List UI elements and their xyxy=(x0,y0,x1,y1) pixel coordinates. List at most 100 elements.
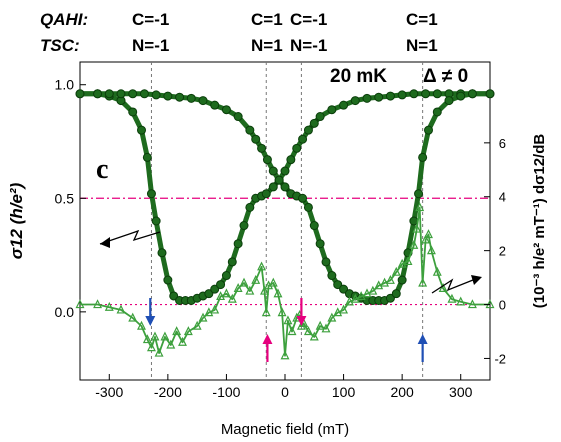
data-point xyxy=(137,125,146,135)
field-arrow-head xyxy=(262,334,273,344)
x-tick-label: 0 xyxy=(281,384,289,400)
plot-frame xyxy=(79,61,491,381)
data-point xyxy=(374,280,384,290)
data-point xyxy=(104,89,114,99)
left-tick-label: 1.0 xyxy=(55,77,75,93)
data-point xyxy=(303,202,313,212)
data-point xyxy=(116,89,126,99)
data-point xyxy=(414,189,424,199)
data-point xyxy=(456,296,466,306)
data-point xyxy=(210,100,220,110)
field-arrow-head xyxy=(145,316,156,326)
data-point xyxy=(432,266,442,276)
data-point xyxy=(210,284,220,294)
data-point xyxy=(444,96,454,106)
data-point xyxy=(166,339,176,349)
data-point xyxy=(251,134,261,144)
data-point xyxy=(426,245,436,255)
data-point xyxy=(146,342,156,352)
data-point xyxy=(221,288,231,298)
data-point xyxy=(154,347,164,357)
data-point xyxy=(262,155,272,165)
x-axis-label: Magnetic field (mT) xyxy=(221,421,349,438)
left-axis-label: σ12 (h/e²) xyxy=(7,182,26,259)
header-qahi-entry-3: C=-1 xyxy=(290,10,327,29)
data-point xyxy=(321,323,331,333)
data-point xyxy=(261,307,271,317)
right-tick-label: 4 xyxy=(499,190,506,205)
data-point xyxy=(280,166,290,176)
data-point xyxy=(150,331,160,341)
header-tsc-entry-3: N=-1 xyxy=(290,36,327,55)
data-point xyxy=(424,125,433,135)
data-point xyxy=(397,90,407,100)
data-point xyxy=(257,261,267,271)
x-tick-label: -100 xyxy=(212,384,240,400)
x-tick-label: 300 xyxy=(449,384,473,400)
data-point xyxy=(327,105,337,115)
data-point xyxy=(221,271,231,281)
data-point xyxy=(157,248,167,258)
data-point xyxy=(315,239,325,249)
data-point xyxy=(233,239,243,249)
data-point xyxy=(128,107,138,117)
data-point xyxy=(397,275,407,285)
header-qahi-label: QAHI: xyxy=(40,10,88,29)
x-tick-label: -200 xyxy=(154,384,182,400)
data-point xyxy=(116,304,126,314)
data-point xyxy=(137,320,146,330)
data-point xyxy=(268,277,278,287)
data-point xyxy=(397,258,407,268)
data-point xyxy=(385,274,395,284)
data-point xyxy=(268,182,278,192)
data-point xyxy=(93,89,103,99)
data-point xyxy=(403,256,413,266)
data-point xyxy=(333,307,343,317)
right-tick-label: -2 xyxy=(494,351,506,366)
data-point xyxy=(175,92,185,102)
data-point xyxy=(151,216,161,226)
data-point xyxy=(128,89,138,99)
series-line xyxy=(80,206,490,357)
data-point xyxy=(277,307,287,317)
data-point xyxy=(333,280,343,290)
data-point xyxy=(239,221,249,231)
data-point xyxy=(421,89,431,99)
data-point xyxy=(146,189,156,199)
data-point xyxy=(298,134,308,144)
left-tick-label: 0.0 xyxy=(55,304,75,320)
field-arrows xyxy=(145,298,428,362)
data-point xyxy=(245,202,255,212)
data-point xyxy=(356,291,366,301)
data-point xyxy=(75,89,85,99)
data-point xyxy=(233,283,243,292)
data-point xyxy=(421,234,431,244)
data-point xyxy=(467,89,477,99)
data-point xyxy=(233,112,243,122)
data-point xyxy=(456,91,466,101)
data-point xyxy=(315,320,325,330)
data-point xyxy=(321,257,331,267)
data-point xyxy=(287,326,297,336)
header-tsc-entry-4: N=1 xyxy=(406,36,438,55)
data-point xyxy=(227,293,237,303)
data-point xyxy=(380,277,390,287)
data-point xyxy=(368,285,378,295)
data-point xyxy=(418,152,428,162)
data-point xyxy=(142,152,152,162)
data-point xyxy=(227,257,237,267)
data-point xyxy=(93,299,103,309)
data-point xyxy=(309,331,319,341)
x-tick-label: 200 xyxy=(390,384,414,400)
data-point xyxy=(216,280,226,290)
data-point xyxy=(303,125,313,135)
header-qahi-entry-4: C=1 xyxy=(406,10,438,29)
data-series xyxy=(75,89,495,360)
header: QAHI: TSC: C=-1 C=1 C=-1 C=1 N=-1 N=1 N=… xyxy=(40,10,438,55)
data-point xyxy=(286,155,296,165)
data-point xyxy=(409,239,419,249)
data-point xyxy=(257,143,267,153)
data-point xyxy=(198,312,208,322)
data-point xyxy=(327,271,337,281)
